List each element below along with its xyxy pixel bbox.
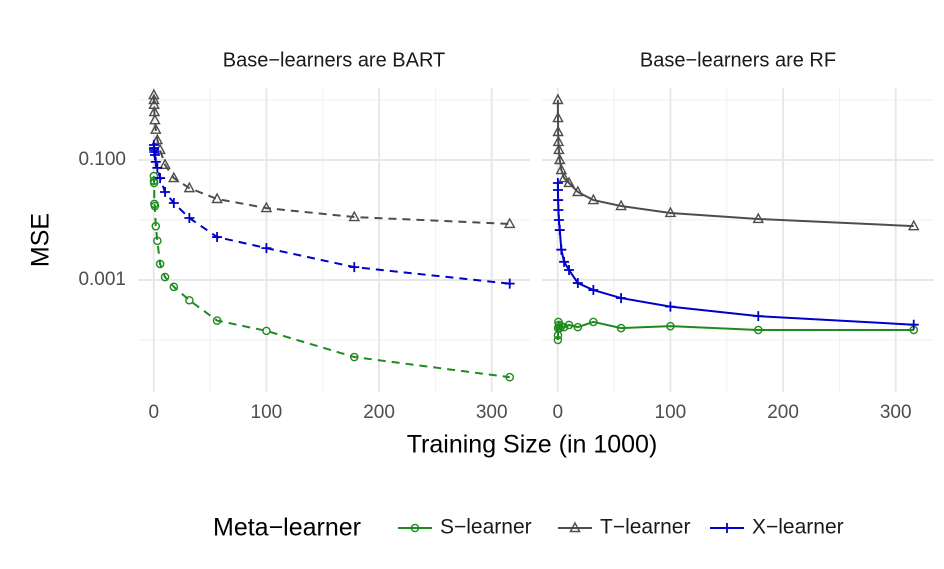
point xyxy=(666,321,675,331)
x-tick-label: 300 xyxy=(476,402,508,423)
point xyxy=(348,210,361,222)
y-tick-label: 0.001 xyxy=(78,269,126,290)
point xyxy=(150,201,160,211)
point xyxy=(149,113,161,125)
series-line xyxy=(556,320,914,341)
point xyxy=(907,219,920,231)
point xyxy=(169,282,179,292)
point xyxy=(555,323,565,333)
point xyxy=(505,372,515,382)
point xyxy=(552,125,564,137)
point xyxy=(212,316,222,325)
point xyxy=(148,93,160,105)
x-tick-label: 0 xyxy=(552,402,563,423)
point xyxy=(665,301,676,312)
point xyxy=(260,201,273,213)
panel-title: Base−learners are BART xyxy=(223,49,446,71)
point xyxy=(753,311,764,322)
point xyxy=(160,272,170,282)
point xyxy=(183,181,196,193)
point xyxy=(159,158,171,170)
point xyxy=(151,221,161,231)
series-line xyxy=(556,99,914,228)
x-tick-label: 100 xyxy=(655,402,687,423)
y-tick-label: 0.100 xyxy=(78,149,126,170)
legend-marker xyxy=(722,523,732,533)
legend-label: X−learner xyxy=(752,516,844,539)
point xyxy=(908,319,919,330)
point xyxy=(168,198,179,209)
point xyxy=(212,232,223,243)
point xyxy=(150,156,161,167)
point xyxy=(261,243,272,254)
point xyxy=(349,352,359,362)
point xyxy=(588,285,599,296)
point xyxy=(573,322,583,332)
point xyxy=(185,295,194,305)
point xyxy=(553,335,563,345)
legend-marker xyxy=(569,521,581,533)
point xyxy=(503,217,516,229)
point xyxy=(553,215,564,226)
point xyxy=(572,278,583,289)
legend-title: Meta−learner xyxy=(213,514,361,542)
point xyxy=(555,163,568,175)
point xyxy=(552,93,564,105)
point xyxy=(559,322,569,332)
point xyxy=(589,317,598,327)
point xyxy=(753,325,763,335)
point xyxy=(616,293,627,304)
legend-label: T−learner xyxy=(600,516,690,539)
x-tick-label: 100 xyxy=(251,402,283,423)
point xyxy=(553,195,564,206)
point xyxy=(587,193,600,205)
point xyxy=(553,204,564,215)
x-tick-label: 300 xyxy=(880,402,912,423)
point xyxy=(262,326,271,336)
point xyxy=(153,236,162,246)
y-axis-label: MSE xyxy=(27,213,55,267)
point xyxy=(349,262,360,273)
point xyxy=(558,171,570,183)
point xyxy=(184,213,195,224)
point xyxy=(572,185,584,197)
point xyxy=(554,153,566,165)
point xyxy=(211,192,223,204)
point xyxy=(552,185,563,196)
point xyxy=(160,186,171,197)
legend-label: S−learner xyxy=(440,516,532,539)
point xyxy=(150,123,162,134)
point xyxy=(149,178,159,188)
point xyxy=(155,259,165,269)
series-line xyxy=(152,144,510,285)
point xyxy=(564,264,575,275)
point xyxy=(556,244,567,255)
point xyxy=(148,88,160,100)
point xyxy=(616,323,626,333)
point xyxy=(564,320,574,330)
point xyxy=(504,278,515,289)
point xyxy=(554,225,565,236)
x-tick-label: 0 xyxy=(148,402,159,423)
x-tick-label: 200 xyxy=(363,402,395,423)
point xyxy=(552,111,564,123)
series-line xyxy=(152,176,510,379)
panel-title: Base−learners are RF xyxy=(640,49,836,71)
point xyxy=(563,176,575,188)
point xyxy=(615,199,627,211)
point xyxy=(152,162,163,173)
point xyxy=(168,171,180,183)
point xyxy=(752,212,765,224)
x-axis-label: Training Size (in 1000) xyxy=(407,431,658,459)
point xyxy=(664,206,677,218)
legend-marker xyxy=(410,523,420,533)
point xyxy=(151,133,164,145)
point xyxy=(553,143,565,155)
series-line xyxy=(152,95,510,225)
point xyxy=(559,256,570,267)
point xyxy=(155,173,166,184)
x-tick-label: 200 xyxy=(767,402,799,423)
